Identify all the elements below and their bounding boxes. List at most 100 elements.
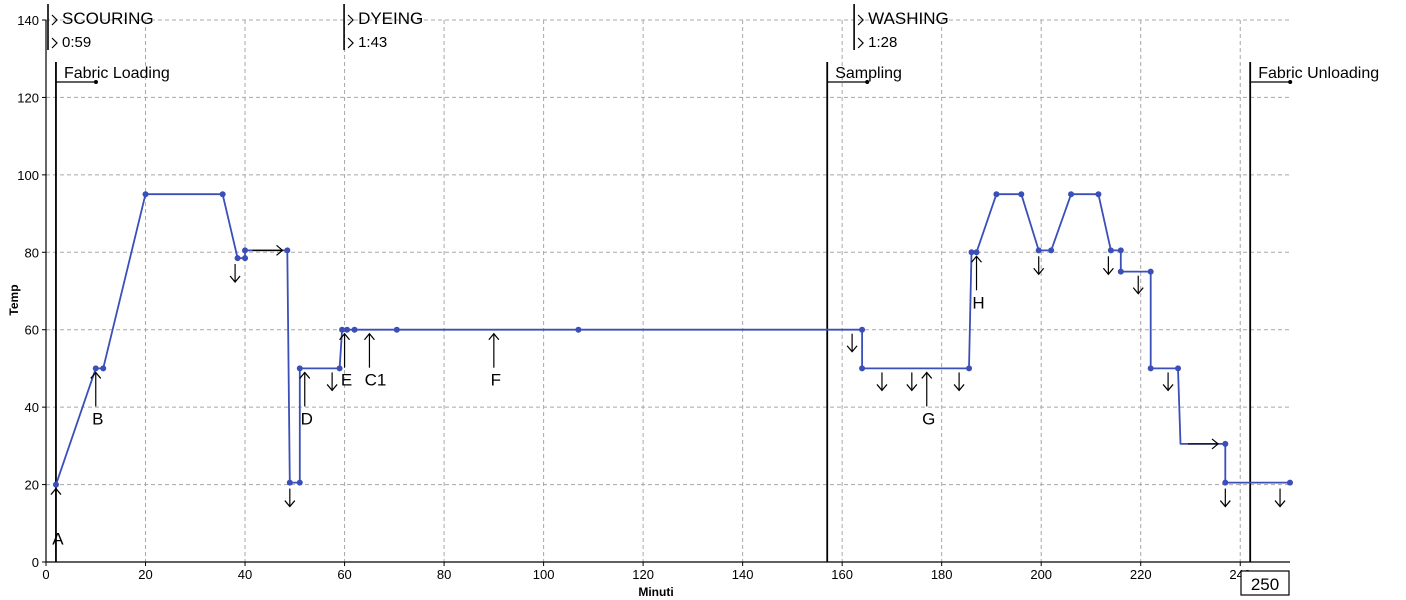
point-markers: [52, 191, 1293, 488]
phase-washing-duration-chevron-icon: [857, 37, 864, 49]
down-arrow-icon-6: [953, 384, 965, 392]
phase-washing-duration: 1:28: [868, 34, 897, 51]
x-tick-label-140: 140: [732, 567, 754, 582]
data-point-33: [1147, 365, 1154, 372]
data-point-29: [1107, 247, 1114, 254]
data-point-21: [968, 249, 975, 256]
data-point-0: [52, 481, 59, 488]
data-point-2: [100, 365, 107, 372]
down-arrow-icon-11: [1219, 500, 1231, 508]
phase-scouring-name: SCOURING: [62, 9, 154, 28]
step-marker-f-up-arrow-icon: [488, 332, 500, 341]
data-point-1: [92, 365, 99, 372]
x-tick-label-40: 40: [238, 567, 252, 582]
x-tick-label-220: 220: [1130, 567, 1152, 582]
down-arrow-icon-2: [326, 384, 338, 392]
data-point-11: [296, 365, 303, 372]
step-marker-a-up-arrow-icon: [50, 487, 62, 495]
data-point-27: [1068, 191, 1075, 198]
x-tick-label-60: 60: [337, 567, 351, 582]
zoom-box-value[interactable]: 250: [1251, 575, 1279, 594]
data-point-25: [1035, 247, 1042, 254]
data-point-17: [575, 326, 582, 333]
data-point-18: [859, 326, 866, 333]
phase-washing-name: WASHING: [868, 9, 949, 28]
event-fabric-loading-label: Fabric Loading: [64, 65, 170, 82]
event-sampling-flag-dot: [865, 80, 870, 84]
data-point-12: [336, 365, 343, 372]
phase-dyeing-name: DYEING: [358, 9, 423, 28]
y-tick-label-60: 60: [25, 323, 39, 338]
x-tick-label-20: 20: [138, 567, 152, 582]
y-tick-label-20: 20: [25, 478, 39, 493]
series-line-0: [55, 193, 1290, 485]
down-arrow-icon-1: [284, 500, 296, 508]
data-point-15: [351, 326, 358, 333]
data-point-22: [973, 249, 980, 256]
step-marker-h-label: H: [972, 293, 984, 312]
phase-washing-chevron-icon: [857, 14, 864, 26]
x-ticks: 0 20 40 60 80 100 120 140 160 180 200 220 240: [42, 562, 1251, 582]
step-marker-h-up-arrow-icon: [971, 255, 982, 263]
down-arrow-icon-3: [846, 345, 858, 353]
data-point-35: [1222, 440, 1229, 447]
x-tick-label-0: 0: [42, 567, 49, 582]
down-arrow-icon-12: [1274, 500, 1286, 508]
step-marker-f-label: F: [491, 371, 501, 390]
step-marker-e-label: E: [341, 371, 352, 390]
step-marker-d-label: D: [301, 409, 313, 428]
zoom-box-frame[interactable]: [1240, 570, 1290, 596]
axes: [45, 20, 1290, 563]
data-point-8: [284, 247, 291, 254]
event-markers: Fabric Loading Sampling Fabric Unloading: [55, 62, 1379, 562]
data-point-28: [1095, 191, 1102, 198]
y-tick-label-140: 140: [17, 13, 39, 28]
phase-scouring-duration: 0:59: [62, 34, 91, 51]
down-arrow-icon-0: [229, 275, 241, 283]
x-tick-label-200: 200: [1030, 567, 1052, 582]
y-ticks: 0 20 40 60 80 100 120 140: [17, 13, 46, 570]
step-marker-a-label: A: [52, 530, 64, 549]
step-marker-b-label: B: [92, 409, 103, 428]
phase-dyeing-chevron-icon: [347, 14, 354, 26]
data-point-30: [1117, 247, 1124, 254]
zoom-box[interactable]: 250: [1240, 570, 1290, 596]
data-point-10: [296, 479, 303, 486]
data-point-16: [393, 326, 400, 333]
step-marker-g-up-arrow-icon: [921, 371, 933, 379]
y-tick-label-0: 0: [32, 555, 39, 570]
data-point-3: [142, 191, 149, 198]
x-axis-title: Minuti: [638, 585, 673, 599]
data-point-26: [1048, 247, 1055, 254]
data-point-24: [1018, 191, 1025, 198]
down-arrow-icon-4: [876, 384, 888, 392]
phase-scouring-chevron-icon: [51, 14, 58, 26]
step-marker-d-up-arrow-icon: [299, 371, 311, 379]
right-arrow-icon-1: [1211, 438, 1219, 450]
down-arrow-icon-8: [1102, 267, 1114, 276]
down-arrow-icon-7: [1033, 267, 1045, 276]
down-arrow-icon-9: [1132, 287, 1144, 295]
phase-scouring-duration-chevron-icon: [51, 37, 58, 49]
x-tick-label-160: 160: [831, 567, 853, 582]
step-arrows: [229, 244, 1286, 508]
right-arrow-icon-0: [276, 244, 284, 256]
event-fabric-unloading-label: Fabric Unloading: [1258, 65, 1379, 82]
data-point-14: [344, 326, 351, 333]
down-arrow-icon-5: [906, 384, 918, 392]
phase-markers: SCOURING 0:59 DYEING 1:43 WASHING 1:28: [47, 4, 949, 51]
x-tick-label-100: 100: [533, 567, 555, 582]
x-tick-label-80: 80: [437, 567, 451, 582]
data-point-6: [242, 255, 249, 262]
data-point-7: [242, 247, 249, 254]
phase-dyeing-duration: 1:43: [358, 34, 387, 51]
grid: [46, 19, 1290, 562]
event-fabric-unloading-flag-dot: [1288, 80, 1293, 84]
y-tick-label-100: 100: [17, 168, 39, 183]
data-point-36: [1222, 479, 1229, 486]
data-point-20: [966, 365, 973, 372]
step-marker-c1-up-arrow-icon: [363, 332, 375, 341]
data-point-37: [1287, 479, 1293, 486]
data-point-5: [234, 255, 241, 262]
